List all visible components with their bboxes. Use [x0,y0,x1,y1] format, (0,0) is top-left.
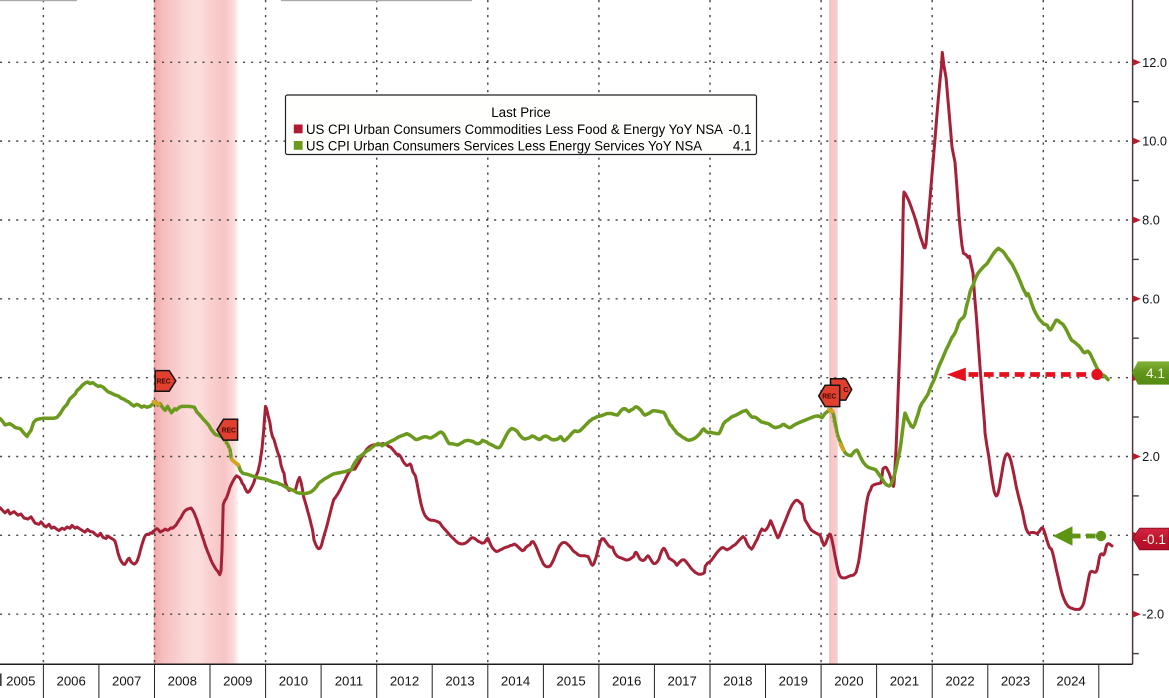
svg-text:2013: 2013 [445,674,474,689]
svg-text:Last Price: Last Price [491,105,551,120]
svg-text:2024: 2024 [1056,674,1085,689]
svg-text:2022: 2022 [945,674,974,689]
svg-text:2006: 2006 [57,674,86,689]
svg-text:2020: 2020 [834,674,863,689]
svg-text:2010: 2010 [279,674,308,689]
svg-text:8.0: 8.0 [1142,213,1160,228]
svg-text:2019: 2019 [779,674,808,689]
svg-text:REC: REC [822,392,837,401]
svg-text:10.0: 10.0 [1142,134,1167,149]
svg-text:2007: 2007 [112,674,141,689]
svg-text:2016: 2016 [612,674,641,689]
svg-text:2009: 2009 [223,674,252,689]
svg-text:US CPI Urban Consumers Service: US CPI Urban Consumers Services Less Ene… [306,139,702,154]
svg-text:C: C [843,385,849,394]
svg-text:2005: 2005 [6,674,35,689]
svg-text:2021: 2021 [890,674,919,689]
svg-text:US CPI Urban Consumers Commodi: US CPI Urban Consumers Commodities Less … [306,122,723,137]
svg-text:-0.1: -0.1 [1143,532,1166,547]
svg-text:4.1: 4.1 [733,139,752,154]
svg-text:2011: 2011 [335,674,363,689]
svg-text:2023: 2023 [1001,674,1030,689]
svg-text:2.0: 2.0 [1142,449,1160,464]
svg-text:2017: 2017 [668,674,697,689]
svg-text:-2.0: -2.0 [1142,607,1164,622]
svg-text:2008: 2008 [168,674,197,689]
svg-text:2015: 2015 [556,674,585,689]
svg-text:6.0: 6.0 [1142,291,1160,306]
svg-text:REC: REC [157,377,172,386]
svg-text:12.0: 12.0 [1142,55,1167,70]
svg-text:2018: 2018 [723,674,752,689]
svg-text:4.1: 4.1 [1146,366,1165,381]
svg-text:REC: REC [222,425,237,434]
svg-text:2014: 2014 [501,674,530,689]
svg-text:-0.1: -0.1 [728,122,751,137]
svg-text:2012: 2012 [390,674,419,689]
